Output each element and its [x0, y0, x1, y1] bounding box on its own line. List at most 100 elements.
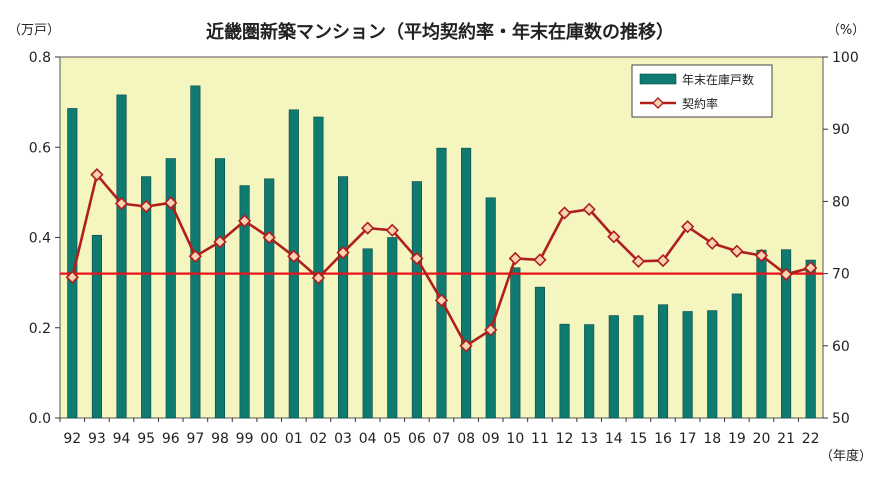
bar-inventory: [707, 310, 718, 419]
bar-inventory: [362, 248, 373, 419]
y-right-tick-label: 70: [832, 267, 850, 283]
legend-box: [631, 64, 773, 118]
bar-inventory: [239, 185, 250, 419]
bar-inventory: [91, 234, 102, 419]
point-contract-rate: [114, 196, 129, 211]
y-left-tick-label: 0.8: [29, 50, 51, 66]
y-left-tick-label: 0.0: [29, 411, 51, 427]
x-tick-label: 15: [629, 431, 647, 447]
x-tick-label: 96: [162, 431, 180, 447]
bar-inventory: [805, 259, 816, 419]
bar-inventory: [633, 315, 644, 419]
point-contract-rate: [631, 254, 646, 268]
bar-inventory: [756, 249, 767, 419]
x-tick-label: 20: [753, 431, 771, 447]
point-contract-rate: [336, 246, 350, 260]
x-tick-label: 10: [506, 431, 524, 447]
x-tick-label: 04: [359, 431, 377, 447]
bar-inventory: [510, 267, 521, 419]
bar-inventory: [682, 311, 693, 419]
x-tick-label: 18: [703, 431, 721, 447]
bar-inventory: [411, 181, 422, 419]
bar-inventory: [584, 324, 595, 419]
point-contract-rate: [237, 214, 252, 228]
x-tick-label: 99: [236, 431, 254, 447]
x-tick-label: 12: [556, 431, 574, 447]
bar-inventory: [264, 178, 275, 419]
x-tick-label: 22: [802, 431, 820, 447]
point-contract-rate: [410, 251, 424, 266]
bar-inventory: [461, 147, 472, 419]
point-contract-rate: [361, 221, 375, 235]
bar-inventory: [559, 323, 570, 419]
legend-swatch-inventory: [639, 73, 677, 85]
bar-inventory: [165, 158, 176, 419]
x-tick-label: 14: [605, 431, 623, 447]
x-tick-label: 06: [408, 431, 426, 447]
point-contract-rate: [262, 230, 276, 245]
x-tick-label: 09: [482, 431, 500, 447]
bar-inventory: [141, 176, 152, 419]
x-tick-label: 00: [260, 431, 278, 447]
point-contract-rate: [484, 323, 498, 337]
point-contract-rate: [90, 168, 104, 182]
point-contract-rate: [557, 206, 572, 220]
y-left-tick-label: 0.6: [29, 140, 51, 156]
y-right-tick-label: 100: [832, 50, 859, 66]
bar-inventory: [116, 94, 127, 419]
bar-inventory: [67, 108, 78, 419]
point-contract-rate: [213, 235, 227, 249]
point-contract-rate: [705, 236, 719, 250]
bar-inventory: [288, 109, 299, 419]
point-contract-rate: [533, 253, 547, 267]
x-tick-label: 21: [777, 431, 795, 447]
point-contract-rate: [459, 339, 473, 353]
point-contract-rate: [164, 196, 178, 210]
point-contract-rate: [779, 267, 793, 281]
x-tick-label: 13: [580, 431, 598, 447]
x-tick-label: 92: [63, 431, 81, 447]
point-contract-rate: [680, 220, 695, 234]
bar-inventory: [387, 237, 398, 419]
bar-inventory: [657, 304, 669, 419]
x-tick-label: 05: [383, 431, 401, 447]
chart-title: 近畿圏新築マンション（平均契約率・年末在庫数の推移）: [206, 21, 674, 43]
x-tick-label: 07: [433, 431, 451, 447]
point-contract-rate: [311, 271, 326, 285]
bar-inventory: [781, 249, 792, 419]
bar-inventory: [485, 197, 496, 419]
point-contract-rate: [65, 270, 79, 284]
point-contract-rate: [730, 244, 744, 258]
point-contract-rate: [385, 223, 399, 237]
x-tick-label: 97: [186, 431, 204, 447]
point-contract-rate: [607, 230, 621, 244]
x-tick-label: 17: [679, 431, 697, 447]
x-tick-label: 95: [137, 431, 155, 447]
x-tick-label: 19: [728, 431, 746, 447]
x-tick-label: 11: [531, 431, 549, 447]
legend-swatch-marker: [652, 97, 664, 109]
point-contract-rate: [434, 293, 449, 307]
y-right-unit: （%）: [827, 23, 865, 38]
point-contract-rate: [754, 248, 769, 263]
point-contract-rate: [508, 251, 522, 266]
bar-inventory: [214, 158, 226, 419]
x-tick-label: 16: [654, 431, 672, 447]
x-tick-label: 98: [211, 431, 229, 447]
legend-label-contract-rate: 契約率: [682, 96, 718, 111]
point-contract-rate: [287, 249, 301, 263]
legend-label-inventory: 年末在庫戸数: [682, 72, 754, 87]
point-contract-rate: [804, 261, 818, 275]
point-contract-rate: [656, 253, 670, 268]
y-right-tick-label: 60: [832, 339, 850, 355]
bar-inventory: [436, 147, 447, 419]
x-tick-label: 94: [113, 431, 131, 447]
x-tick-label: 01: [285, 431, 303, 447]
point-contract-rate: [188, 249, 203, 263]
x-tick-label: 93: [88, 431, 106, 447]
bar-inventory: [731, 293, 742, 419]
bar-inventory: [608, 315, 619, 419]
y-left-tick-label: 0.4: [29, 231, 51, 247]
y-left-tick-label: 0.2: [29, 321, 51, 337]
